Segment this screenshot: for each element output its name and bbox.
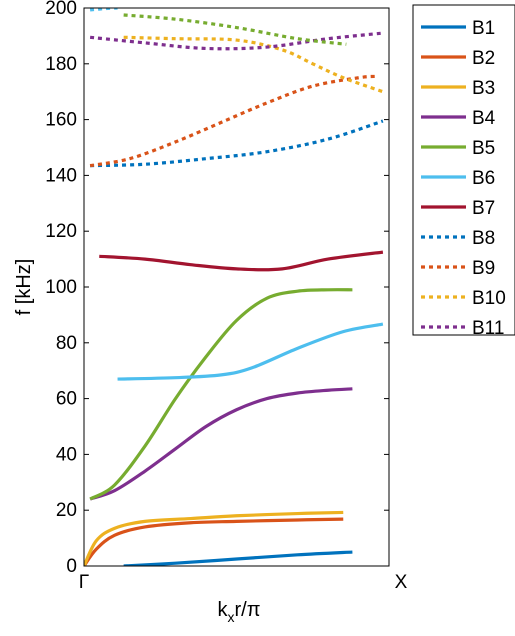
series-line-b8	[90, 119, 384, 168]
series-line-b7	[99, 250, 384, 272]
legend-label-b1: B1	[472, 18, 495, 39]
series-layer	[84, 8, 384, 566]
series-line-b5-upper-dotted	[123, 13, 347, 46]
legend-box	[412, 4, 515, 336]
legend-label-b9: B9	[472, 258, 495, 279]
series-line-b4	[89, 387, 353, 501]
legend-label-b7: B7	[472, 198, 495, 219]
y-tick-label: 60	[56, 389, 77, 410]
legend-label-b10: B10	[472, 288, 506, 309]
legend-label-b5: B5	[472, 138, 495, 159]
y-tick-label: 100	[45, 277, 77, 298]
y-axis: 0 20 40 60 80 100 120 140 160 180 200	[45, 0, 389, 577]
y-tick-label: 20	[56, 500, 77, 521]
series-line-b5	[89, 288, 353, 501]
legend-label-b2: B2	[472, 48, 495, 69]
x-tick-label: Γ	[79, 572, 89, 593]
series-line-b10	[123, 35, 384, 94]
legend-label-b4: B4	[472, 108, 496, 129]
legend: B1 B2 B3 B4 B5 B6 B7 B8 B9 B10 B11	[412, 4, 515, 339]
series-line-b2	[84, 517, 344, 566]
series-line-b1	[123, 550, 353, 566]
y-axis-label: f [kHz]	[13, 259, 35, 316]
series-line-b6	[117, 322, 384, 381]
x-axis-label: kxr/π	[217, 599, 260, 625]
y-tick-label: 120	[45, 221, 77, 242]
series-line-b3	[84, 510, 344, 566]
y-tick-label: 200	[45, 0, 77, 19]
y-tick-label: 0	[66, 556, 77, 577]
y-tick-label: 80	[56, 333, 77, 354]
legend-label-b6: B6	[472, 168, 495, 189]
y-tick-label: 140	[45, 165, 77, 186]
series-line-b11	[89, 31, 384, 51]
legend-label-b11: B11	[472, 318, 504, 339]
y-tick-label: 160	[45, 110, 77, 131]
series-line-b9	[89, 74, 377, 168]
y-tick-label: 180	[45, 54, 77, 75]
legend-label-b8: B8	[472, 228, 495, 249]
legend-label-b3: B3	[472, 78, 495, 99]
x-tick-label: X	[395, 572, 408, 593]
y-tick-label: 40	[56, 444, 77, 465]
